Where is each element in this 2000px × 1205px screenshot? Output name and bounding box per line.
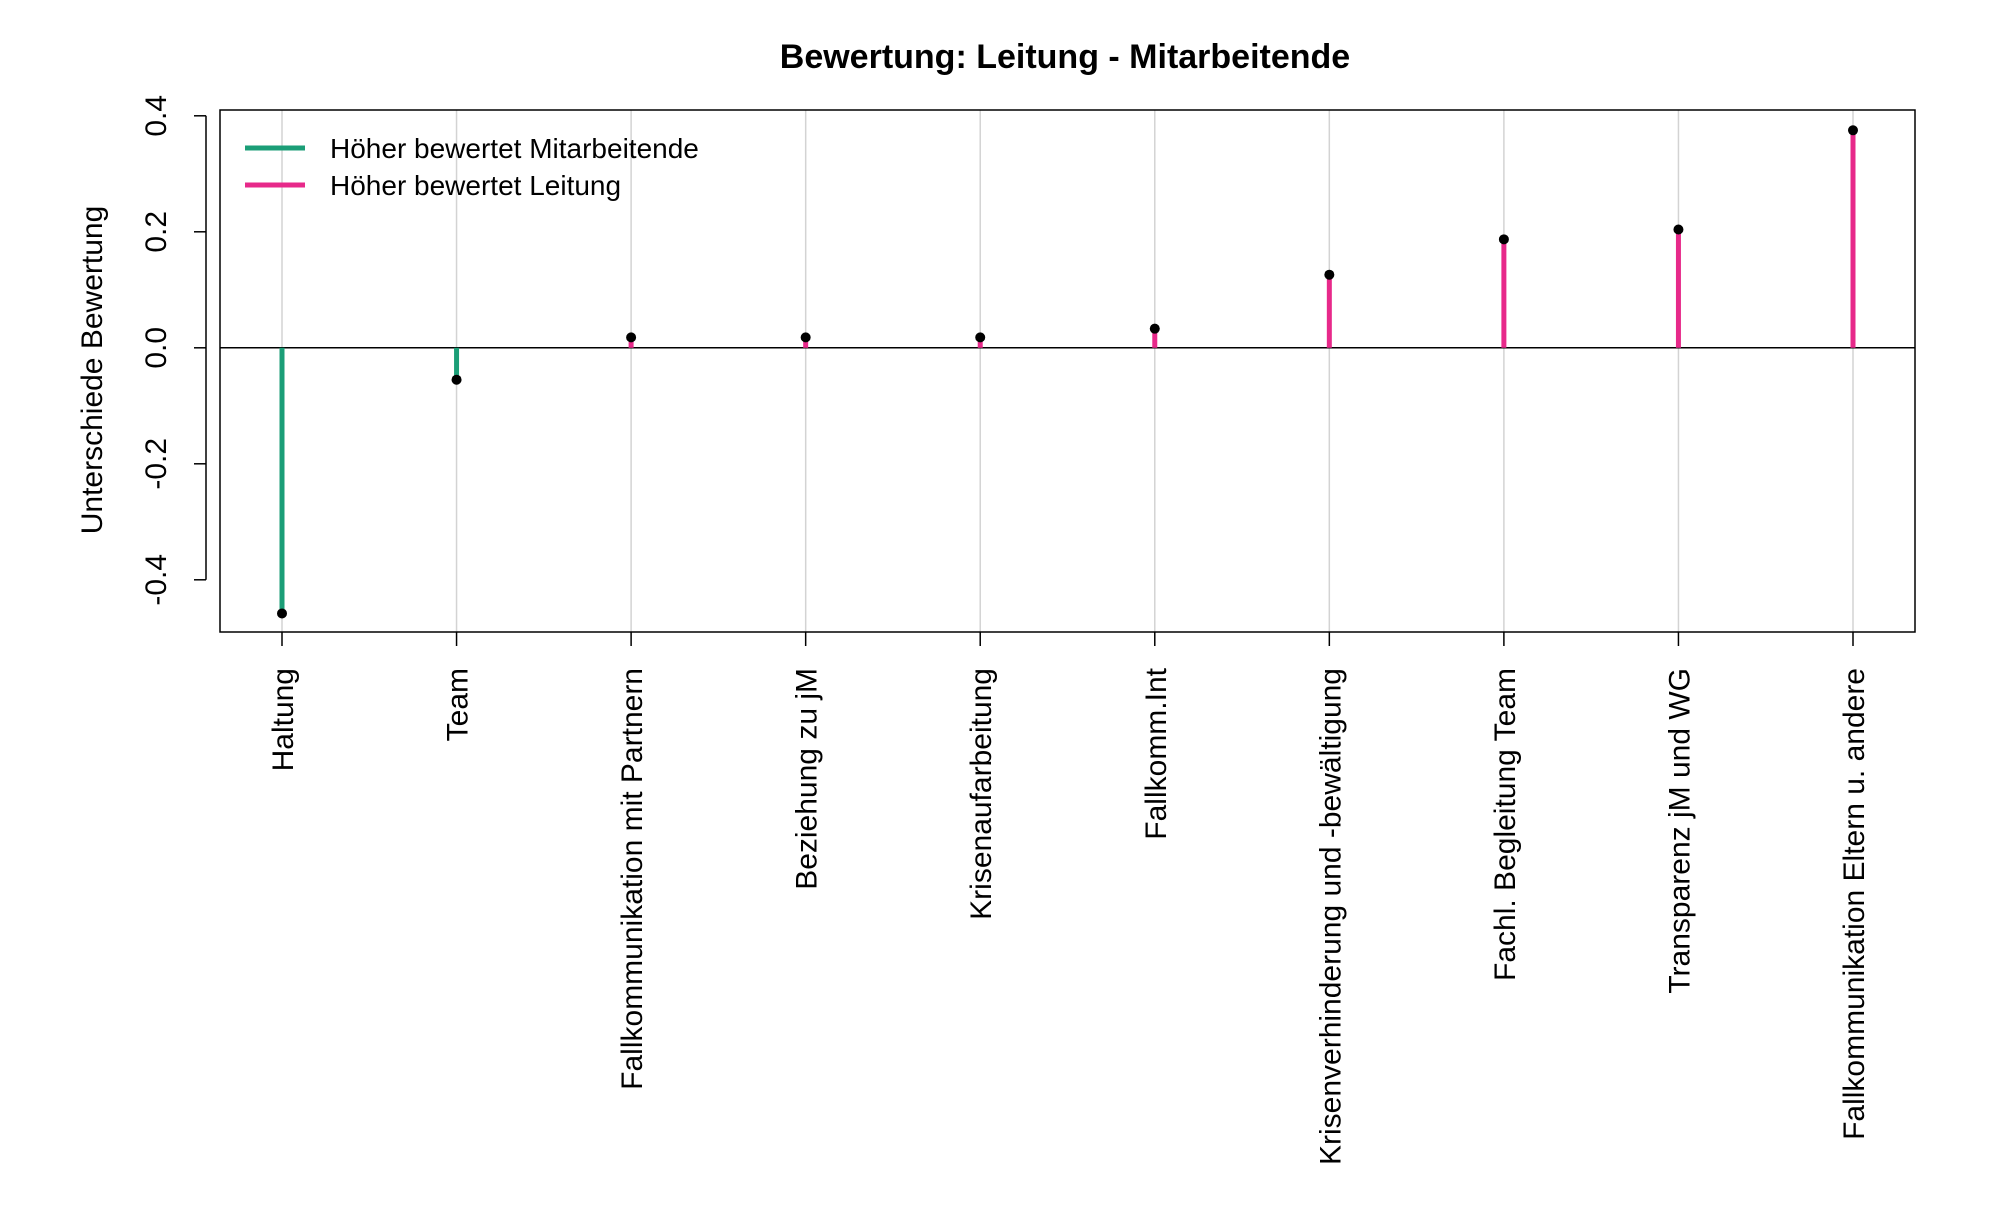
x-tick-label-3: Beziehung zu jM bbox=[791, 668, 824, 890]
point-6 bbox=[1324, 269, 1335, 280]
point-9 bbox=[1848, 125, 1858, 136]
y-tick-label-0: -0.4 bbox=[140, 554, 173, 606]
x-tick-label-7: Fachl. Begleitung Team bbox=[1489, 668, 1522, 981]
x-tick-label-8: Transparenz jM und WG bbox=[1663, 668, 1696, 994]
point-4 bbox=[975, 332, 986, 343]
point-5 bbox=[1149, 323, 1160, 334]
gridlines bbox=[281, 110, 1854, 632]
x-tick-label-2: Fallkommunikation mit Partnern bbox=[616, 668, 649, 1090]
point-3 bbox=[800, 332, 811, 343]
point-2 bbox=[626, 332, 637, 343]
x-tick-label-5: Fallkomm.Int bbox=[1140, 667, 1173, 839]
x-tick-label-6: Krisenverhinderung und -bewältigung bbox=[1314, 668, 1347, 1165]
y-tick-label-3: 0.2 bbox=[140, 211, 173, 253]
stems bbox=[279, 130, 1856, 614]
y-tick-label-2: 0.0 bbox=[140, 327, 173, 369]
plot-frame bbox=[219, 109, 1916, 633]
x-tick-label-0: Haltung bbox=[267, 668, 300, 771]
legend-label-1: Höher bewertet Leitung bbox=[330, 170, 621, 201]
x-axis: Haltung Team Fallkommunikation mit Partner… bbox=[267, 632, 1871, 1165]
chart-title: Bewertung: Leitung - Mitarbeitende bbox=[780, 38, 1350, 76]
y-tick-label-4: 0.4 bbox=[140, 95, 173, 137]
y-tick-label-1: -0.2 bbox=[140, 438, 173, 490]
y-axis: -0.4 -0.2 0.0 0.2 0.4 bbox=[140, 95, 207, 606]
points bbox=[277, 125, 1858, 619]
y-axis-label: Unterschiede Bewertung bbox=[76, 206, 109, 535]
point-0 bbox=[277, 608, 287, 619]
point-7 bbox=[1498, 234, 1509, 245]
x-tick-label-1: Team bbox=[442, 668, 475, 741]
x-tick-label-9: Fallkommunikation Eltern u. andere bbox=[1838, 668, 1871, 1140]
point-1 bbox=[451, 374, 462, 385]
x-tick-label-4: Krisenaufarbeitung bbox=[965, 668, 998, 920]
legend: Höher bewertet Mitarbeitende Höher bewert… bbox=[245, 133, 699, 201]
legend-label-0: Höher bewertet Mitarbeitende bbox=[330, 133, 699, 164]
point-8 bbox=[1673, 224, 1684, 235]
